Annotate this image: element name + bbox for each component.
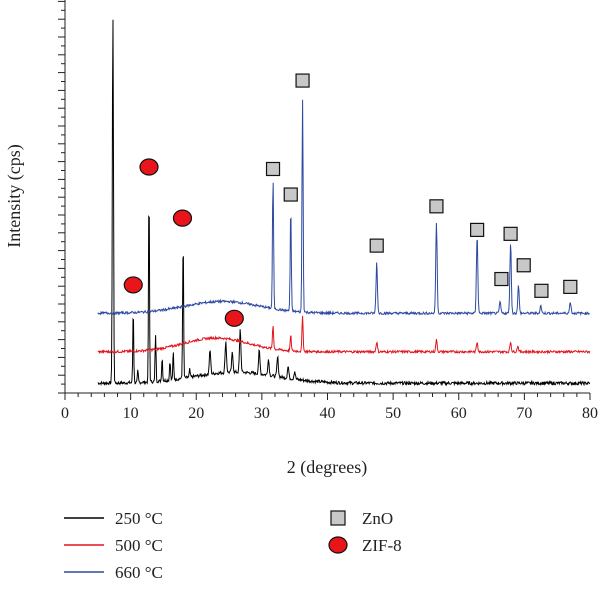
legend-label: ZIF-8 — [362, 536, 402, 555]
zif8-marker — [139, 158, 159, 176]
x-axis-label: 2 (degrees) — [287, 457, 367, 478]
zno-marker — [516, 258, 531, 273]
x-tick-label: 10 — [123, 405, 139, 422]
x-tick-label: 30 — [254, 405, 270, 422]
zno-marker — [494, 271, 509, 287]
zno-marker — [534, 283, 549, 298]
x-tick-label: 80 — [582, 405, 598, 422]
zno-marker — [369, 238, 384, 253]
series-line-3 — [97, 99, 590, 317]
y-axis-ticks — [58, 0, 65, 394]
legend: 250 °C 500 °C 660 °C ZnO ZIF-8 — [64, 509, 402, 582]
legend-label: 660 °C — [115, 563, 163, 582]
zno-marker — [265, 161, 281, 177]
x-tick-label: 70 — [516, 405, 532, 422]
zno-marker — [429, 199, 444, 214]
series-line-1 — [97, 19, 591, 387]
zno-marker — [470, 222, 485, 238]
zif8-marker — [224, 309, 244, 327]
x-tick-label: 40 — [320, 405, 336, 422]
x-tick-label: 50 — [385, 405, 401, 422]
zno-marker — [503, 226, 518, 241]
zif8-marker — [123, 276, 143, 294]
zno-marker — [283, 187, 298, 202]
legend-zif8-swatch — [328, 536, 348, 554]
y-axis-label: Intensity (cps) — [4, 144, 25, 247]
x-tick-label: 60 — [451, 405, 467, 422]
zno-marker — [295, 73, 310, 88]
legend-label: ZnO — [362, 509, 393, 528]
legend-label: 500 °C — [115, 536, 163, 555]
legend-label: 250 °C — [115, 509, 163, 528]
zif8-marker — [172, 209, 193, 227]
legend-zno-swatch — [330, 510, 346, 526]
x-axis-ticks: 0 10 20 30 40 50 60 70 80 — [61, 393, 598, 422]
series-layer — [97, 19, 591, 387]
zno-marker — [563, 279, 578, 294]
marker-layer — [123, 73, 578, 327]
plot-area: 0 10 20 30 40 50 60 70 80 — [58, 0, 598, 422]
x-tick-label: 20 — [188, 405, 204, 422]
series-line-2 — [97, 315, 591, 355]
x-tick-label: 0 — [61, 405, 69, 422]
